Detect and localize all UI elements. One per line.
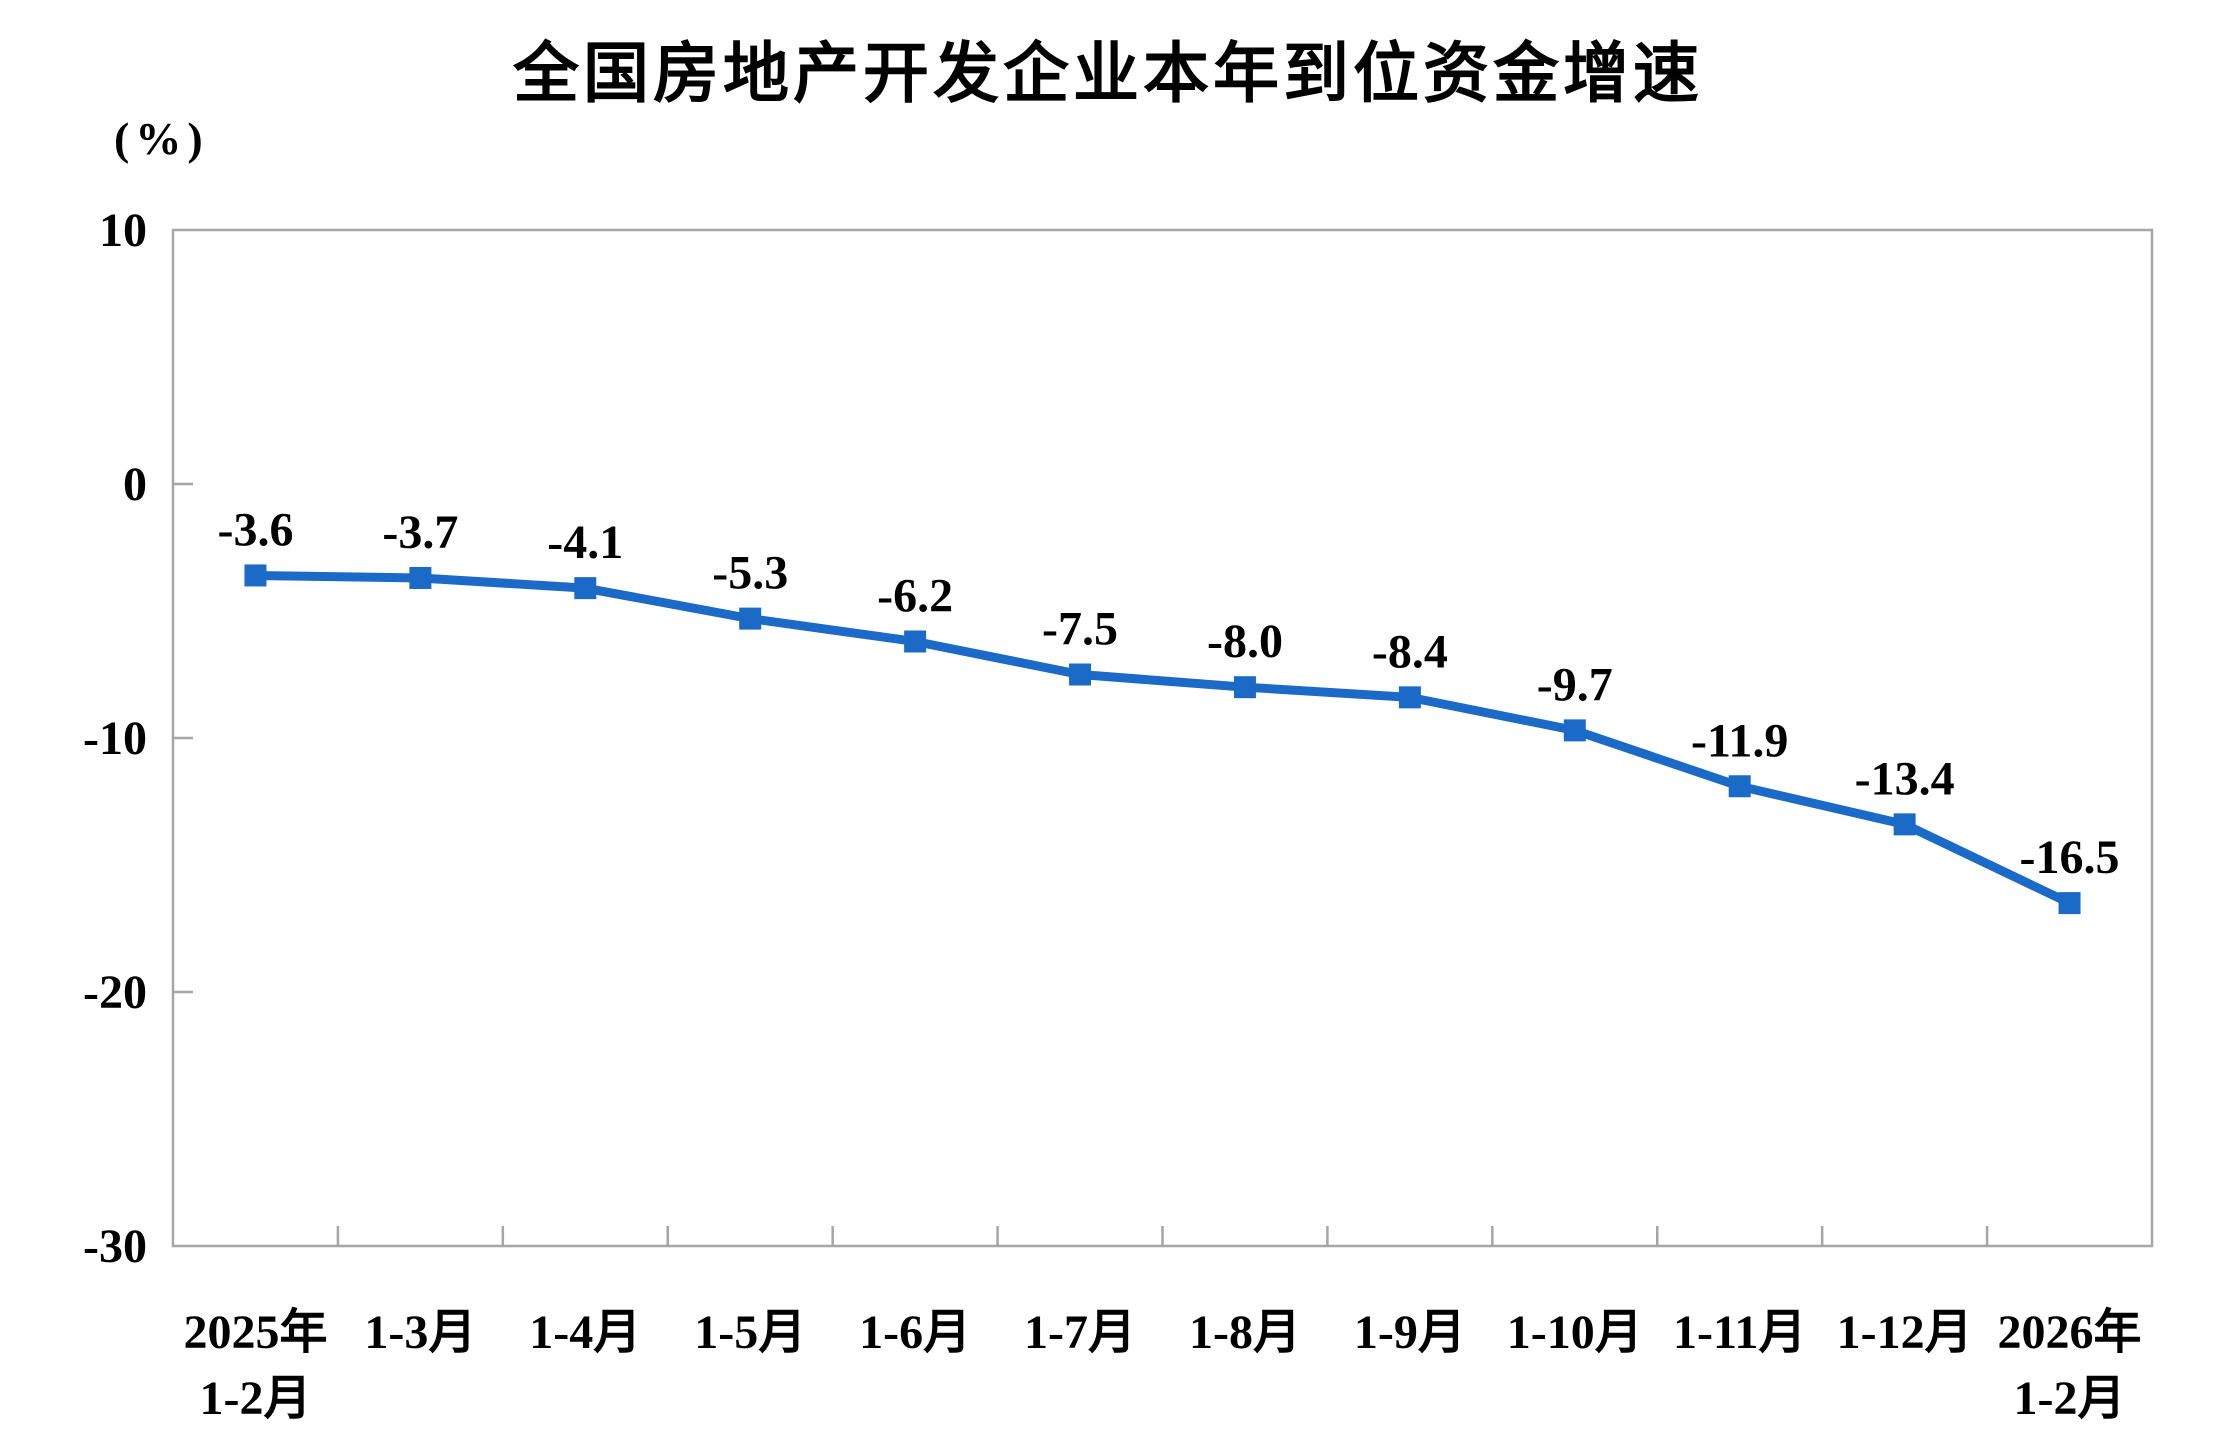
data-point-label: -11.9 bbox=[1691, 714, 1788, 767]
data-point-marker bbox=[904, 630, 927, 653]
data-point-label: -3.7 bbox=[382, 506, 458, 559]
data-point-label: -16.5 bbox=[2020, 831, 2120, 884]
y-axis-tick-label: 10 bbox=[99, 204, 147, 257]
x-axis-label: 2026年 1-2月 bbox=[1998, 1306, 2142, 1425]
data-point-label: -5.3 bbox=[712, 547, 788, 600]
data-point-marker bbox=[1069, 663, 1092, 686]
data-point-marker bbox=[1398, 686, 1421, 709]
x-axis-label: 1-4月 bbox=[529, 1306, 641, 1359]
chart-title: 全国房地产开发企业本年到位资金增速 bbox=[513, 36, 1703, 110]
x-axis-label: 1-6月 bbox=[859, 1306, 971, 1359]
data-point-marker bbox=[574, 577, 597, 600]
x-axis-label: 1-7月 bbox=[1024, 1306, 1136, 1359]
data-point-label: -6.2 bbox=[877, 569, 953, 622]
y-axis-tick-label: -20 bbox=[83, 966, 147, 1019]
data-point-label: -7.5 bbox=[1042, 603, 1118, 656]
data-point-marker bbox=[1893, 813, 1916, 836]
x-axis-label: 1-10月 bbox=[1507, 1306, 1643, 1359]
data-point-label: -8.4 bbox=[1372, 625, 1448, 678]
data-point-marker bbox=[1233, 676, 1256, 699]
y-axis-tick-label: -30 bbox=[83, 1220, 147, 1273]
data-point-marker bbox=[739, 607, 762, 630]
x-axis-label: 1-8月 bbox=[1189, 1306, 1301, 1359]
x-axis-label: 1-3月 bbox=[364, 1306, 476, 1359]
x-axis-label: 1-12月 bbox=[1837, 1306, 1973, 1359]
data-point-marker bbox=[244, 564, 267, 587]
series-line bbox=[250, 570, 2075, 908]
y-axis-tick-label: 0 bbox=[123, 458, 147, 511]
x-axis-label: 1-5月 bbox=[694, 1306, 806, 1359]
data-point-marker bbox=[2058, 892, 2081, 915]
y-axis-tick-label: -10 bbox=[83, 712, 147, 765]
data-point-label: -8.0 bbox=[1207, 615, 1283, 668]
data-point-label: -9.7 bbox=[1537, 658, 1613, 711]
data-point-label: -3.6 bbox=[217, 503, 293, 556]
x-axis-label: 2025年 1-2月 bbox=[183, 1306, 327, 1425]
x-axis-label: 1-9月 bbox=[1354, 1306, 1466, 1359]
data-point-marker bbox=[1563, 719, 1586, 742]
data-point-marker bbox=[409, 566, 432, 589]
x-axis-label: 1-11月 bbox=[1673, 1306, 1806, 1359]
y-axis-unit-label: (%) bbox=[114, 113, 209, 164]
data-point-label: -4.1 bbox=[547, 516, 623, 569]
data-point-marker bbox=[1728, 775, 1751, 798]
plot-border bbox=[171, 228, 2154, 1248]
data-point-label: -13.4 bbox=[1855, 752, 1955, 805]
